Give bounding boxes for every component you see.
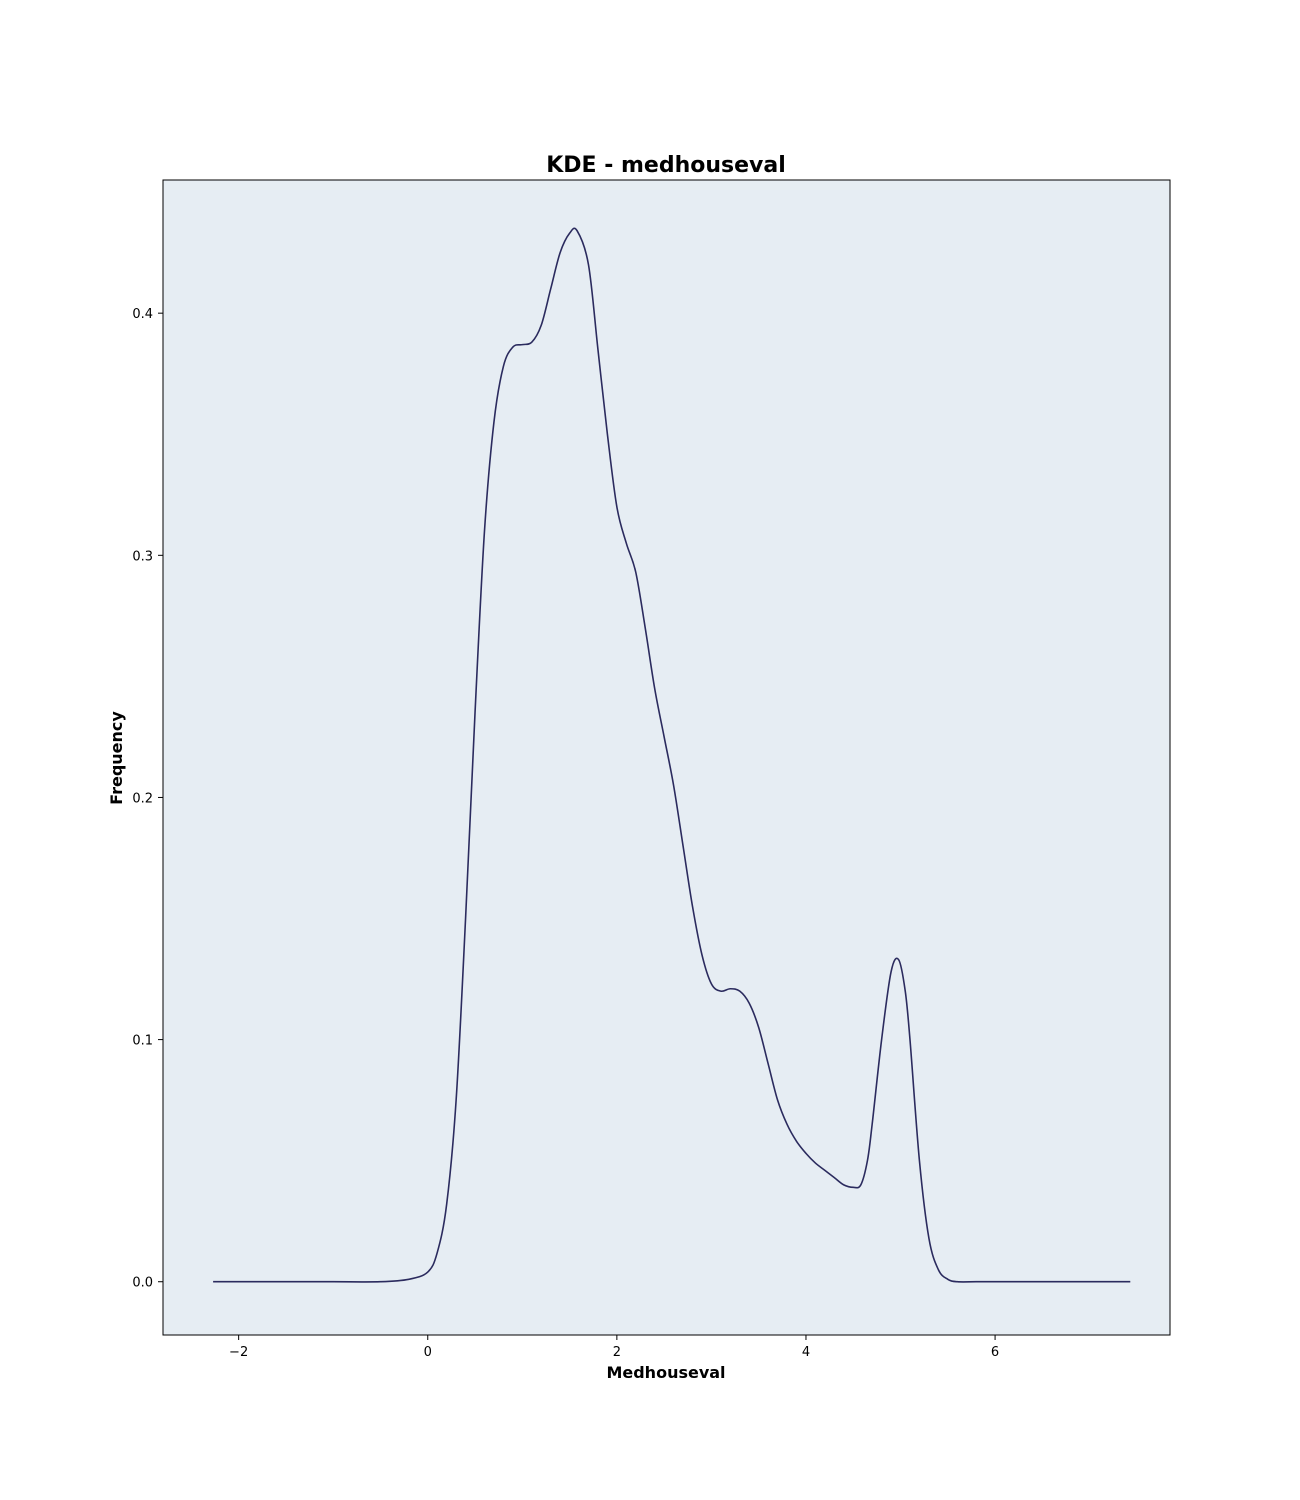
y-tick-label: 0.4 [132,307,153,322]
x-tick-label: 0 [424,1345,432,1360]
y-axis-label: Frequency [107,711,126,805]
y-axis: 0.0 0.1 0.2 0.3 0.4 [132,307,163,1291]
x-axis-label: Medhouseval [606,1363,725,1382]
x-tick-label: 4 [802,1345,810,1360]
plot-area [162,179,1171,1336]
kde-series-line [213,227,1131,1283]
chart-title: KDE - medhouseval [546,153,786,178]
y-tick-label: 0.3 [132,549,153,564]
x-tick-label: −2 [229,1345,248,1360]
y-tick-label: 0.1 [132,1034,153,1049]
x-tick-label: 2 [613,1345,621,1360]
x-axis: −2 0 2 4 6 [229,1335,999,1360]
x-tick-label: 6 [991,1345,999,1360]
y-tick-label: 0.0 [132,1276,153,1291]
y-tick-label: 0.2 [132,791,153,806]
